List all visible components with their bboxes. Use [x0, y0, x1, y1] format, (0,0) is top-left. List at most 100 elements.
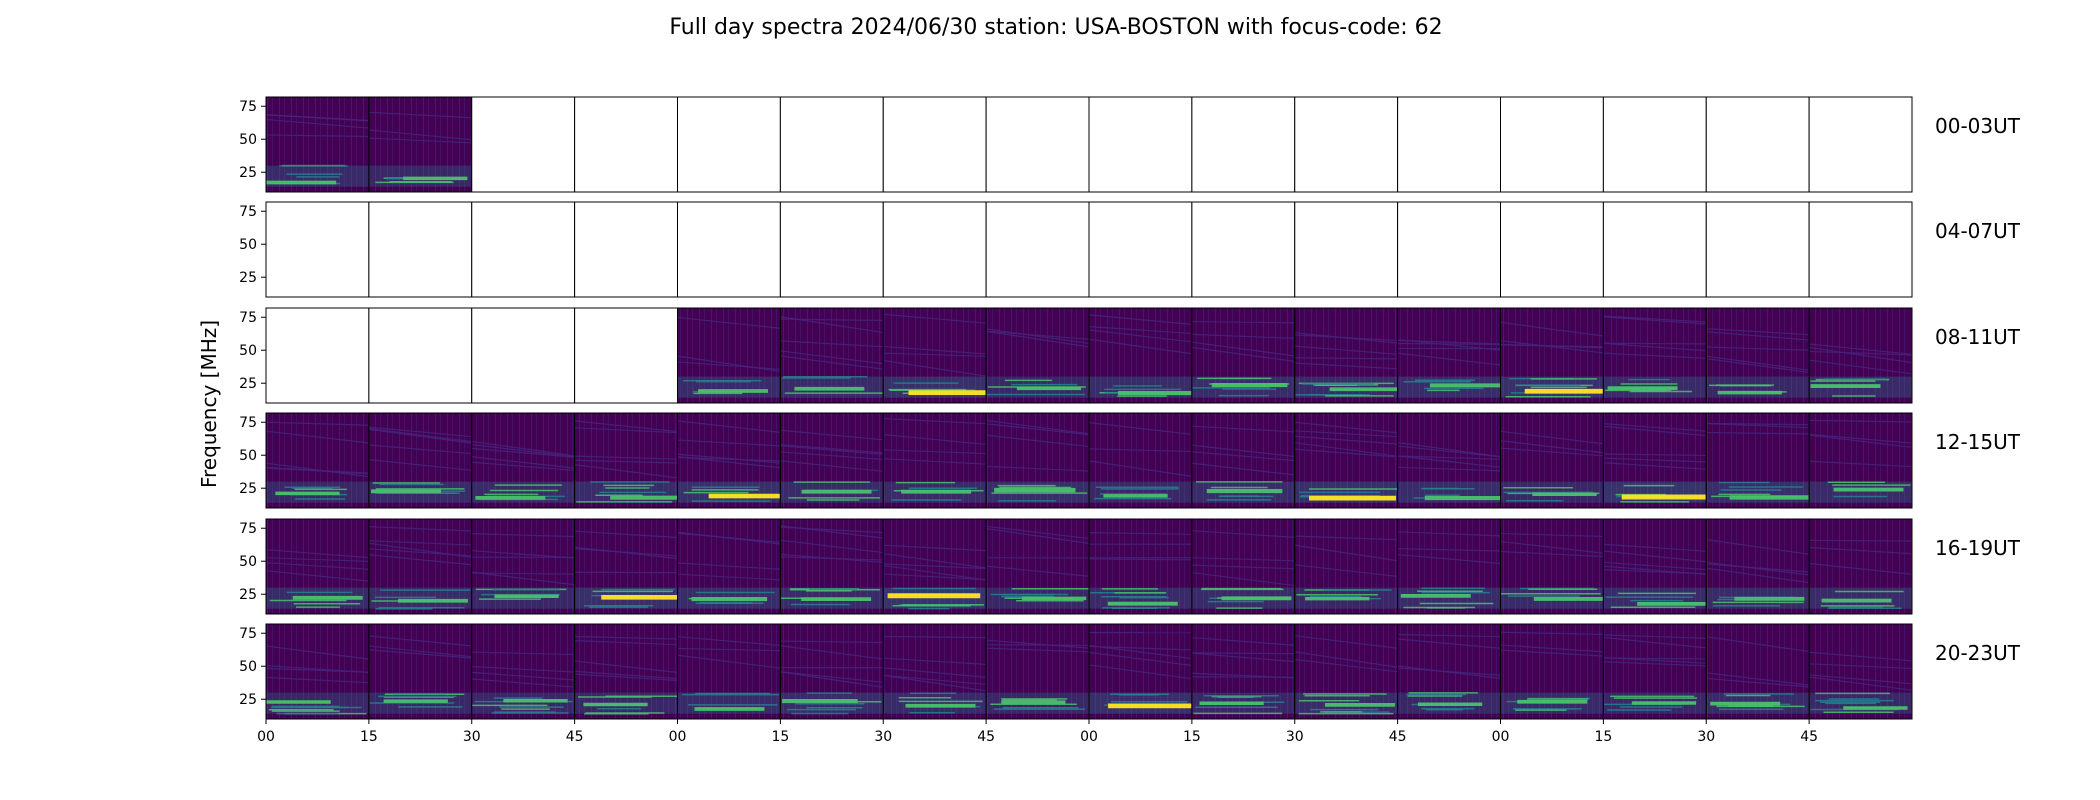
x-tick-label: 00 [669, 729, 687, 745]
drift-streak [1294, 635, 1398, 649]
empty-panel [266, 202, 369, 297]
drift-streak [471, 671, 575, 681]
drift-streak [471, 447, 575, 458]
drift-streak [1294, 658, 1398, 673]
drift-streak [471, 443, 575, 458]
y-axis-label: Frequency [MHz] [197, 320, 221, 488]
y-tick-label: 75 [239, 99, 257, 115]
drift-streak [1294, 421, 1398, 434]
spectrum-panel [779, 623, 884, 720]
drift-streak [1294, 435, 1398, 445]
y-tick-label: 50 [239, 343, 257, 359]
drift-streak [1088, 460, 1192, 477]
drift-streak [1706, 563, 1810, 573]
empty-panel [1089, 97, 1192, 192]
panel-frame [1808, 96, 1913, 193]
spectrum-panel [1808, 518, 1913, 615]
drift-streak [780, 429, 884, 441]
drift-streak [1397, 633, 1501, 638]
row-label: 00-03UT [1935, 114, 2021, 138]
drift-streak [986, 525, 1090, 540]
drift-streak [986, 647, 1090, 653]
spectrum-panel [1705, 412, 1810, 509]
spectrum-panel [1191, 201, 1296, 298]
emission-band [1603, 481, 1707, 503]
empty-panel [1603, 202, 1707, 297]
drift-streak [1500, 540, 1604, 554]
drift-streak [1500, 430, 1604, 445]
spectrum-panel [985, 412, 1090, 509]
empty-panel [1089, 202, 1192, 297]
drift-streak [574, 670, 678, 680]
drift-streak [368, 635, 472, 647]
empty-panel [1397, 202, 1501, 297]
spectrum-panel [677, 96, 781, 193]
drift-streak [1294, 651, 1398, 668]
empty-panel [471, 202, 575, 297]
empty-panel [677, 97, 781, 192]
drift-streak [574, 459, 678, 464]
y-tick-label: 50 [239, 659, 257, 675]
drift-streak [265, 570, 369, 582]
drift-streak [574, 530, 678, 539]
drift-streak [1294, 442, 1398, 457]
spectrum-panel [1602, 96, 1707, 193]
drift-streak [265, 421, 369, 426]
drift-streak [1500, 649, 1604, 657]
panel-frame [1808, 518, 1913, 615]
x-tick-label: 15 [771, 729, 789, 745]
empty-panel [1294, 97, 1398, 192]
spectrum-panel [368, 307, 473, 404]
drift-streak [1088, 422, 1192, 435]
drift-streak [1603, 342, 1707, 345]
drift-streak [471, 533, 575, 538]
drift-streak [780, 556, 884, 561]
drift-streak [1706, 358, 1810, 374]
x-tick-label: 45 [1389, 729, 1407, 745]
panel-frame [1808, 201, 1913, 298]
spectrum-panel [1088, 96, 1193, 193]
spectrum-panel [1500, 518, 1604, 615]
drift-streak [1706, 677, 1810, 688]
empty-panel [368, 308, 472, 403]
drift-streak [1088, 644, 1192, 660]
drift-streak [1191, 557, 1295, 562]
x-tick-label: 15 [1183, 729, 1201, 745]
drift-streak [1706, 539, 1810, 555]
drift-streak [677, 361, 781, 370]
spectrum-panel [1191, 96, 1296, 193]
empty-panel [883, 97, 987, 192]
x-tick-label: 15 [360, 729, 378, 745]
y-tick-label: 25 [239, 270, 257, 286]
spectrum-panel [1808, 96, 1913, 193]
row-label: 12-15UT [1935, 430, 2021, 454]
empty-panel [1809, 97, 1912, 192]
drift-streak [471, 572, 575, 575]
drift-streak [1706, 636, 1810, 653]
emission-band [1809, 587, 1912, 609]
spectrum-panel [1500, 412, 1604, 509]
drift-streak [883, 544, 987, 552]
drift-streak [368, 459, 472, 471]
drift-streak [883, 667, 987, 678]
drift-streak [574, 420, 678, 433]
spectrum-panel [1191, 412, 1296, 509]
drift-streak [780, 445, 884, 455]
spectrum-panel [1397, 201, 1501, 298]
drift-streak [1809, 539, 1913, 542]
drift-streak [471, 678, 575, 688]
drift-streak [1809, 460, 1913, 468]
drift-streak [1088, 532, 1192, 535]
spectrum-panel [471, 307, 576, 404]
spectrum-panel [368, 518, 473, 615]
drift-streak [883, 553, 987, 569]
drift-streak [368, 137, 472, 144]
drift-streak [1088, 664, 1192, 680]
spectrum-panel [882, 96, 987, 193]
drift-streak [265, 667, 369, 673]
drift-streak [1294, 345, 1398, 355]
spectrum-panel [1088, 412, 1193, 509]
drift-streak [1809, 350, 1913, 356]
drift-streak [1191, 564, 1295, 570]
spectra-row-20-23UT [265, 623, 1913, 720]
